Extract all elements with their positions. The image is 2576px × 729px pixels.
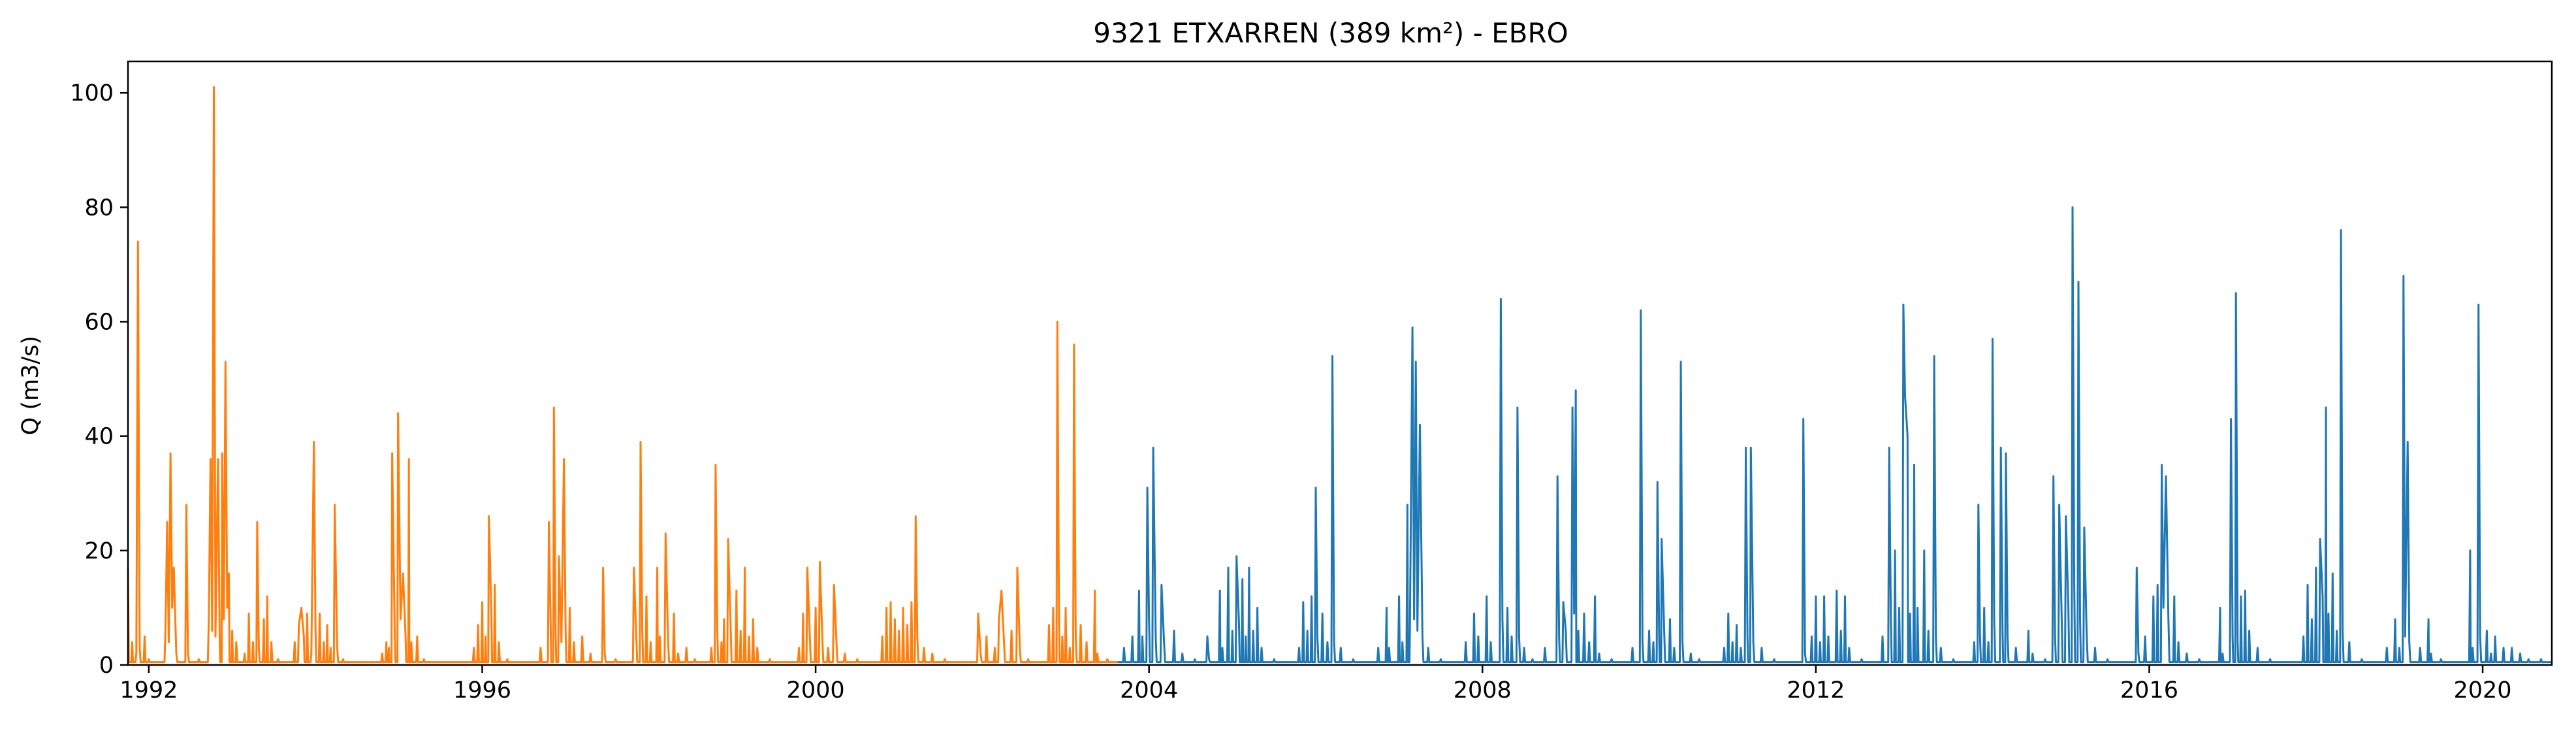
x-tick-label: 2012 xyxy=(1787,677,1845,704)
series-layer xyxy=(127,86,2552,664)
y-tick-label: 80 xyxy=(84,195,114,221)
y-tick-label: 60 xyxy=(84,310,114,336)
x-tick-label: 1996 xyxy=(453,677,511,704)
y-tick-label: 0 xyxy=(99,653,114,679)
x-axis-ticks: 1992 1996 2000 2004 2008 2012 2016 2020 xyxy=(119,665,2512,704)
series-line-2 xyxy=(1117,206,2552,664)
x-tick-label: 2016 xyxy=(2120,677,2178,704)
y-tick-label: 100 xyxy=(70,80,114,106)
x-tick-label: 2004 xyxy=(1120,677,1178,704)
y-tick-label: 40 xyxy=(84,424,114,450)
chart-title: 9321 ETXARREN (389 km²) - EBRO xyxy=(1093,17,1568,49)
x-tick-label: 2008 xyxy=(1454,677,1512,704)
x-tick-label: 2000 xyxy=(787,677,845,704)
x-tick-label: 2020 xyxy=(2454,677,2512,704)
x-tick-label: 1992 xyxy=(119,677,178,704)
plot-frame xyxy=(127,60,2553,666)
y-axis-label: Q (m3/s) xyxy=(18,336,44,435)
y-axis-ticks: 0 20 40 60 80 100 xyxy=(70,80,128,679)
series-line-1 xyxy=(127,86,1118,664)
y-tick-label: 20 xyxy=(84,538,114,564)
